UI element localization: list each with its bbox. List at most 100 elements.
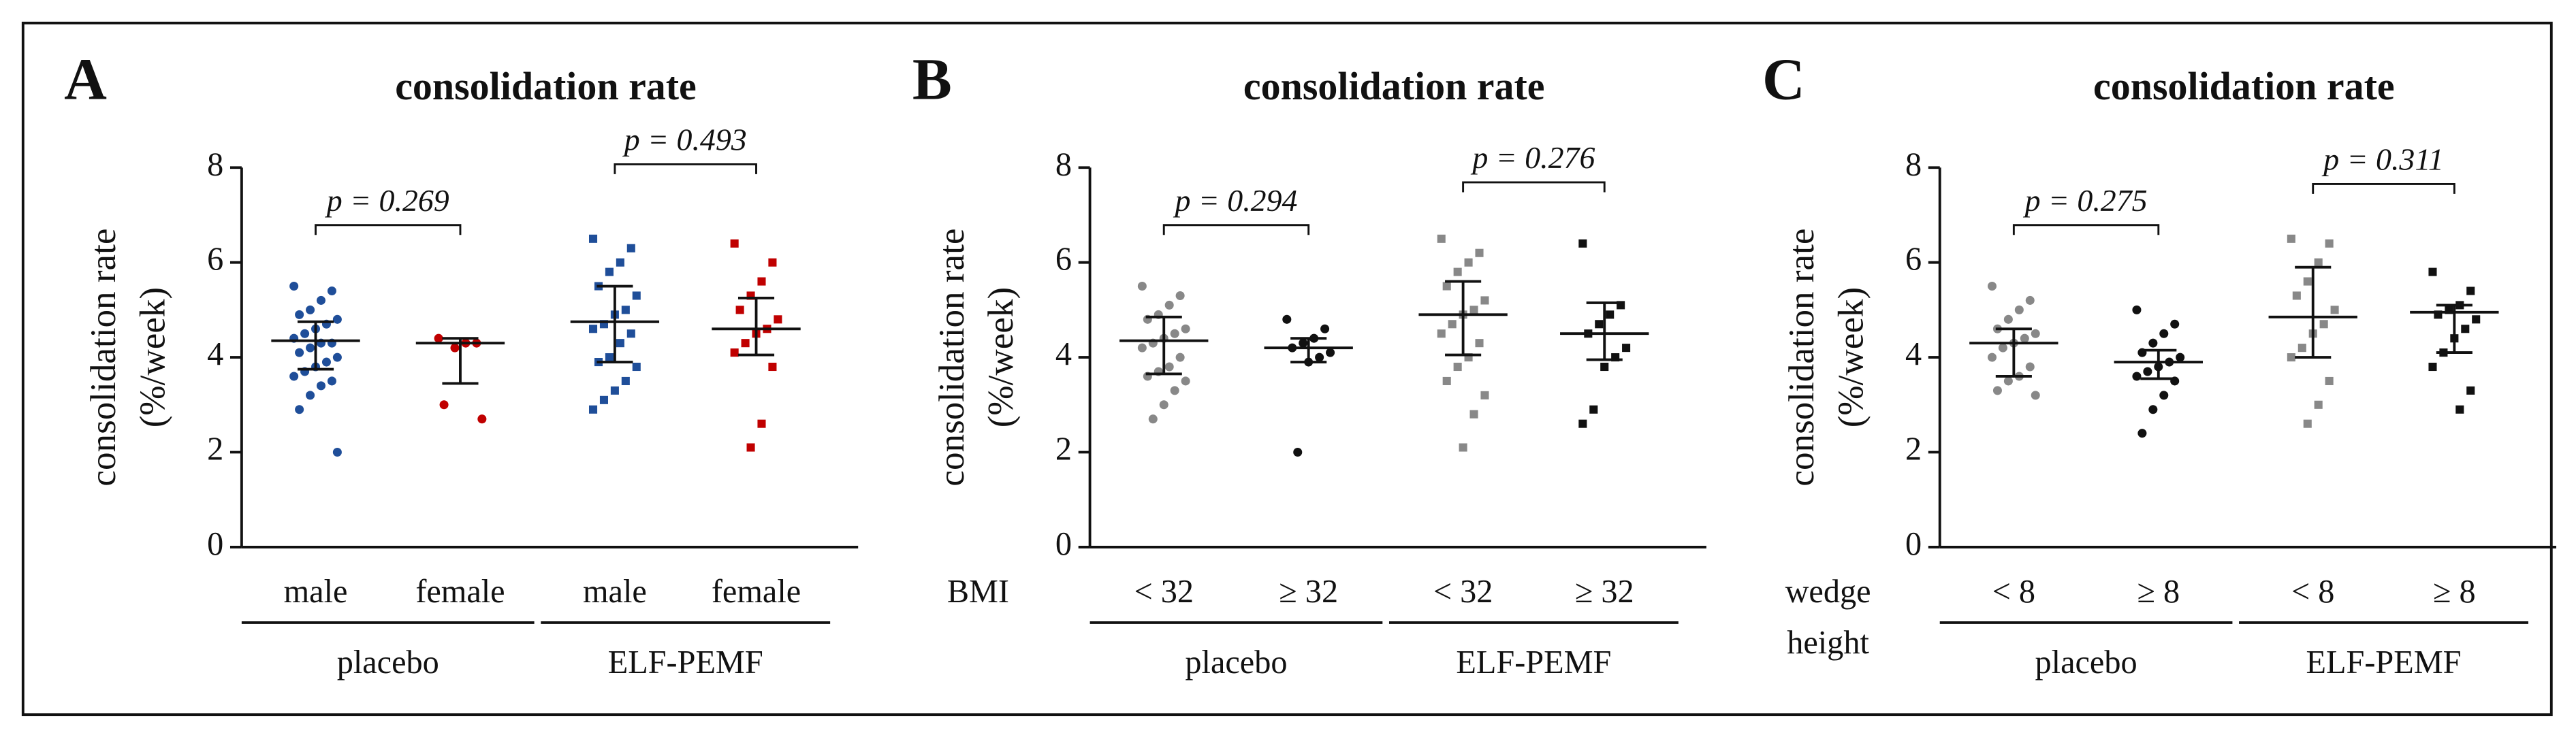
data-point bbox=[332, 314, 342, 324]
data-point bbox=[1170, 386, 1179, 395]
data-point bbox=[327, 286, 336, 296]
data-point bbox=[1448, 320, 1457, 329]
data-point bbox=[1170, 329, 1179, 338]
data-point bbox=[1442, 282, 1451, 291]
data-point bbox=[434, 333, 443, 343]
p-value-bracket bbox=[2012, 224, 2160, 235]
data-point bbox=[1442, 376, 1451, 385]
data-point bbox=[2303, 277, 2312, 286]
y-tick-label: 8 bbox=[1055, 146, 1072, 182]
y-axis-label: consolidation rate bbox=[932, 229, 972, 487]
data-point bbox=[588, 325, 598, 333]
data-point bbox=[295, 405, 304, 414]
data-point bbox=[2461, 325, 2470, 333]
x-tick-label: male bbox=[284, 574, 348, 610]
x-tick-label: female bbox=[415, 574, 505, 610]
y-tick-label: 4 bbox=[1055, 336, 1072, 372]
data-point bbox=[1600, 362, 1609, 372]
data-point bbox=[2031, 391, 2040, 400]
data-point bbox=[2132, 372, 2142, 381]
data-point bbox=[295, 310, 304, 319]
data-point bbox=[605, 353, 614, 362]
data-point bbox=[626, 329, 635, 338]
data-point bbox=[1589, 405, 1598, 414]
data-point bbox=[1475, 248, 1484, 257]
p-value-bracket bbox=[315, 224, 462, 235]
data-point bbox=[616, 339, 624, 348]
data-point bbox=[332, 447, 342, 457]
data-point bbox=[2014, 305, 2024, 314]
data-point bbox=[1175, 291, 1185, 300]
data-point bbox=[2314, 400, 2323, 409]
data-point bbox=[306, 391, 315, 400]
data-point bbox=[1181, 324, 1190, 333]
y-axis-label: (%/week) bbox=[133, 287, 173, 427]
data-point bbox=[1181, 376, 1190, 386]
y-tick-label: 0 bbox=[207, 526, 223, 562]
data-point bbox=[1998, 343, 2007, 353]
x-tick-label: < 8 bbox=[1992, 574, 2035, 610]
data-point bbox=[1453, 362, 1462, 372]
data-point bbox=[1326, 348, 1335, 357]
data-point bbox=[610, 386, 619, 395]
y-tick-label: 6 bbox=[1055, 242, 1072, 278]
data-point bbox=[1137, 282, 1147, 291]
data-point bbox=[1175, 353, 1185, 362]
x-tick-label: < 32 bbox=[1134, 574, 1194, 610]
data-point bbox=[2466, 286, 2475, 295]
p-value: p = 0.493 bbox=[622, 122, 747, 157]
data-point bbox=[327, 376, 336, 386]
data-point bbox=[2472, 315, 2481, 324]
p-value: p = 0.269 bbox=[325, 183, 449, 218]
data-point bbox=[1137, 343, 1147, 353]
data-point bbox=[1299, 338, 1308, 348]
data-point bbox=[588, 234, 598, 243]
data-point bbox=[621, 376, 630, 385]
data-point bbox=[2330, 306, 2339, 314]
y-tick-label: 6 bbox=[1905, 242, 1922, 278]
data-point bbox=[2292, 291, 2301, 300]
data-point bbox=[1453, 267, 1462, 276]
x-tick-label: ≥ 8 bbox=[2137, 574, 2180, 610]
panel-label: C bbox=[1762, 46, 1805, 112]
p-value-bracket bbox=[1462, 181, 1606, 193]
data-point bbox=[2287, 353, 2295, 362]
data-point bbox=[1164, 300, 1174, 310]
data-point bbox=[1622, 344, 1631, 353]
y-axis-label: consolidation rate bbox=[1782, 229, 1822, 487]
data-point bbox=[2159, 329, 2169, 338]
figure-border bbox=[21, 21, 2553, 717]
y-tick-label: 2 bbox=[1905, 431, 1922, 468]
data-point bbox=[1595, 320, 1604, 329]
data-point bbox=[1148, 414, 1158, 424]
data-point bbox=[774, 315, 782, 324]
data-point bbox=[306, 305, 315, 314]
data-point bbox=[1437, 234, 1446, 243]
x-axis-prefix: height bbox=[1787, 625, 1869, 661]
data-point bbox=[2303, 419, 2312, 428]
y-tick-label: 6 bbox=[207, 242, 223, 278]
data-point bbox=[730, 239, 739, 248]
data-point bbox=[306, 343, 315, 353]
data-point bbox=[1992, 386, 2002, 395]
y-axis-label: (%/week) bbox=[981, 287, 1021, 427]
data-point bbox=[730, 348, 739, 357]
data-point bbox=[588, 405, 598, 414]
p-value-bracket bbox=[2312, 182, 2455, 194]
data-point bbox=[321, 357, 331, 367]
x-tick-label: < 32 bbox=[1433, 574, 1493, 610]
data-point bbox=[605, 267, 614, 276]
data-point bbox=[1469, 306, 1478, 314]
x-tick-label: female bbox=[712, 574, 801, 610]
data-point bbox=[599, 395, 609, 404]
x-tick-label: ≥ 8 bbox=[2433, 574, 2476, 610]
data-point bbox=[2455, 405, 2464, 414]
p-value: p = 0.276 bbox=[1470, 140, 1595, 175]
data-point bbox=[768, 362, 777, 372]
data-point bbox=[2003, 376, 2013, 386]
y-axis-label: (%/week) bbox=[1831, 287, 1871, 427]
data-point bbox=[439, 400, 449, 410]
data-point bbox=[1578, 239, 1587, 248]
data-point bbox=[2025, 362, 2035, 372]
